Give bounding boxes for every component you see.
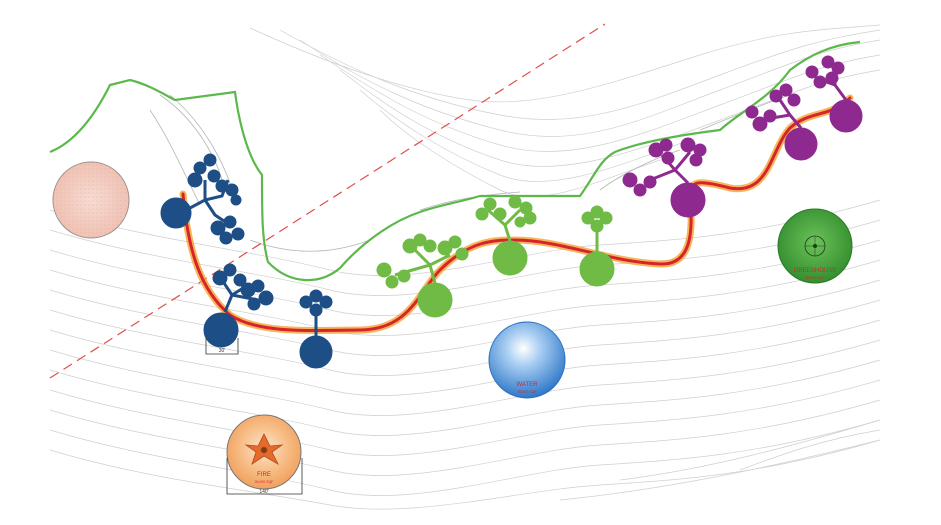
scale-bar-small: 30' (205, 338, 239, 355)
pink-zone (52, 161, 130, 239)
scale-bar-large: 140' (226, 458, 303, 495)
greenhouse-zone: GREENHOUSE 28,000 SQF (777, 208, 853, 284)
blue-hub-node (203, 312, 239, 348)
greenhouse-title: GREENHOUSE (794, 268, 837, 274)
blue-hub-node (160, 197, 192, 229)
water-sub: 35,000 SQF (518, 390, 537, 394)
fire-zone: FIRE 26,000 SQF (226, 414, 302, 490)
scale-label-small: 30' (219, 348, 226, 354)
fire-title: FIRE (257, 472, 271, 478)
green-hub-node (417, 282, 453, 318)
fire-icon (244, 433, 284, 466)
purple-cluster (622, 55, 863, 218)
red-dashed-line (49, 23, 606, 379)
water-title: WATER (517, 382, 539, 388)
slope-hatching (149, 94, 791, 252)
ridge-line (49, 40, 861, 282)
fire-sub: 26,000 SQF (255, 480, 274, 484)
scale-label-large: 140' (259, 489, 268, 495)
greenhouse-sub: 28,000 SQF (806, 276, 825, 280)
blue-cluster-upper (160, 153, 245, 245)
purple-hub-node (670, 182, 706, 218)
contour-lines (49, 24, 881, 510)
water-zone: WATER 35,000 SQF (488, 321, 566, 399)
trail-line (181, 96, 852, 333)
blue-cluster-lower (203, 263, 333, 369)
green-cluster (376, 195, 615, 318)
